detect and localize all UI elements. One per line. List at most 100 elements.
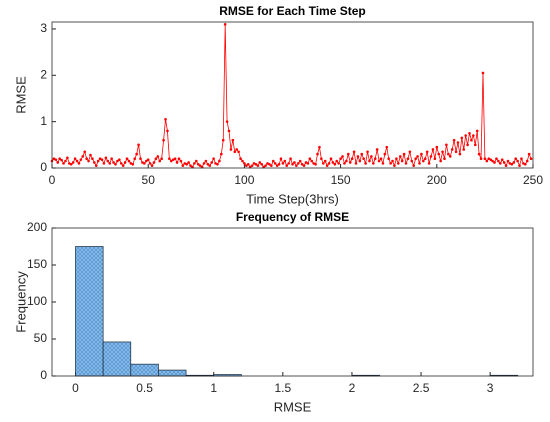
data-point bbox=[268, 162, 271, 166]
data-point bbox=[87, 159, 90, 163]
data-point bbox=[400, 159, 404, 163]
data-point bbox=[362, 157, 365, 161]
data-point bbox=[75, 159, 79, 163]
data-point bbox=[168, 157, 171, 161]
data-point bbox=[414, 157, 417, 161]
data-point bbox=[323, 159, 327, 163]
y-tick-label: 3 bbox=[40, 21, 47, 35]
data-point bbox=[85, 157, 88, 161]
data-point bbox=[81, 155, 85, 158]
data-point bbox=[187, 161, 190, 164]
data-point bbox=[216, 162, 219, 166]
data-point bbox=[398, 155, 402, 158]
data-point bbox=[458, 152, 462, 156]
data-point bbox=[448, 155, 452, 158]
data-point bbox=[198, 164, 202, 167]
data-point bbox=[327, 162, 331, 165]
data-point bbox=[335, 159, 339, 163]
data-point bbox=[148, 162, 152, 165]
data-point bbox=[462, 148, 466, 151]
data-point bbox=[314, 162, 317, 166]
data-point bbox=[118, 158, 121, 161]
data-point bbox=[77, 162, 81, 165]
data-point bbox=[477, 152, 481, 156]
data-point bbox=[58, 157, 61, 161]
data-point bbox=[123, 161, 127, 164]
y-axis-label: Frequency bbox=[13, 271, 28, 333]
data-point bbox=[287, 162, 290, 165]
data-point bbox=[285, 164, 289, 167]
data-point bbox=[379, 157, 383, 161]
chart-title: RMSE for Each Time Step bbox=[219, 4, 365, 18]
data-point bbox=[135, 152, 138, 156]
data-point bbox=[237, 150, 240, 154]
data-point bbox=[185, 162, 188, 166]
data-point bbox=[431, 148, 435, 151]
chart-title: Frequency of RMSE bbox=[236, 210, 349, 224]
data-point bbox=[529, 157, 533, 161]
data-point bbox=[106, 159, 110, 163]
data-point bbox=[225, 120, 229, 123]
data-point bbox=[472, 134, 475, 137]
data-point bbox=[527, 152, 531, 156]
data-point bbox=[100, 158, 104, 161]
data-point bbox=[429, 155, 433, 158]
data-point bbox=[93, 161, 96, 164]
data-point bbox=[325, 164, 329, 167]
data-point bbox=[241, 159, 244, 163]
x-tick-label: 0 bbox=[49, 173, 56, 187]
data-point bbox=[133, 157, 137, 161]
data-point bbox=[73, 157, 77, 161]
data-point bbox=[368, 159, 371, 163]
data-point bbox=[193, 162, 196, 165]
data-point bbox=[102, 162, 106, 165]
data-point bbox=[393, 164, 396, 167]
data-point bbox=[331, 161, 335, 164]
data-point bbox=[204, 159, 208, 163]
y-tick-label: 0 bbox=[40, 160, 47, 174]
data-point bbox=[406, 157, 410, 161]
data-point bbox=[445, 143, 448, 147]
x-tick-label: 150 bbox=[331, 173, 351, 187]
data-point bbox=[516, 159, 519, 163]
data-point bbox=[56, 161, 60, 164]
data-point bbox=[422, 159, 425, 163]
data-point bbox=[310, 159, 314, 163]
axes-box bbox=[51, 21, 534, 169]
data-point bbox=[146, 158, 150, 161]
data-point bbox=[164, 118, 167, 121]
data-point bbox=[116, 159, 119, 163]
data-point bbox=[152, 161, 156, 164]
data-point bbox=[139, 157, 142, 161]
data-point bbox=[423, 157, 427, 161]
histogram-bar bbox=[102, 341, 132, 377]
data-point bbox=[212, 157, 215, 161]
data-point bbox=[404, 162, 408, 165]
data-point bbox=[420, 152, 423, 156]
data-point bbox=[71, 161, 75, 164]
data-point bbox=[296, 162, 300, 165]
data-point bbox=[489, 158, 492, 161]
data-point bbox=[389, 162, 392, 165]
data-point bbox=[177, 157, 181, 161]
data-point bbox=[456, 141, 460, 144]
data-point bbox=[295, 164, 298, 167]
data-point bbox=[271, 159, 275, 163]
data-point bbox=[339, 157, 342, 161]
data-point bbox=[350, 157, 354, 161]
data-point bbox=[154, 157, 158, 161]
data-point bbox=[412, 164, 416, 167]
data-point bbox=[358, 159, 362, 163]
data-point bbox=[160, 157, 163, 161]
data-point bbox=[437, 152, 441, 156]
data-point bbox=[433, 157, 437, 161]
data-point bbox=[473, 143, 477, 147]
data-point bbox=[69, 162, 73, 166]
data-point bbox=[96, 159, 100, 163]
data-point bbox=[131, 162, 135, 166]
data-point bbox=[381, 162, 385, 165]
data-point bbox=[218, 159, 221, 163]
data-point bbox=[206, 162, 210, 166]
data-point bbox=[293, 161, 296, 164]
histogram-bar bbox=[130, 363, 159, 377]
